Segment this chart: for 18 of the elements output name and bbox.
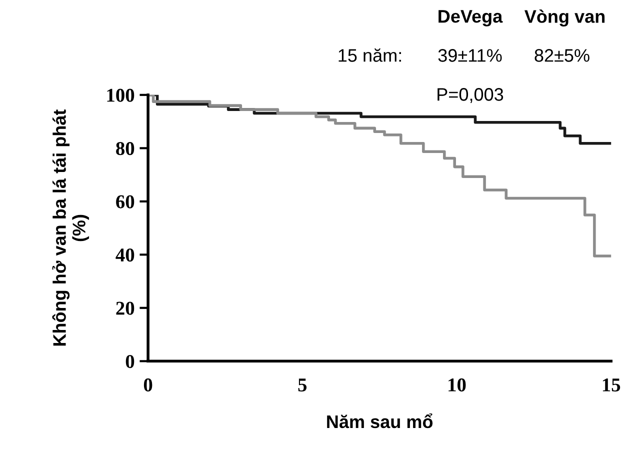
y-tick-label: 40	[116, 248, 134, 262]
y-tick-label: 20	[116, 302, 134, 315]
text: 15 năm:	[338, 48, 401, 62]
x-tick-label: 5	[298, 378, 307, 392]
annotation: P=0,003	[438, 88, 504, 103]
x-tick-label: 15	[602, 378, 620, 392]
x-axis-title: Năm sau mổ	[327, 413, 433, 428]
text: 82±5%	[534, 49, 590, 62]
text: Vòng van	[524, 9, 605, 27]
x-tick-label: 10	[448, 378, 466, 392]
y-tick-label: 60	[116, 195, 134, 208]
y-axis-title: Không hở van ba lá tái phát (%)	[52, 109, 90, 346]
x-tick-label: 0	[144, 378, 152, 392]
y-tick-label: 0	[126, 354, 134, 368]
y-tick-label: 80	[116, 142, 134, 156]
y-tick-label: 100	[107, 88, 134, 102]
text: 39±11%	[438, 49, 502, 62]
text: DeVega	[438, 10, 503, 26]
